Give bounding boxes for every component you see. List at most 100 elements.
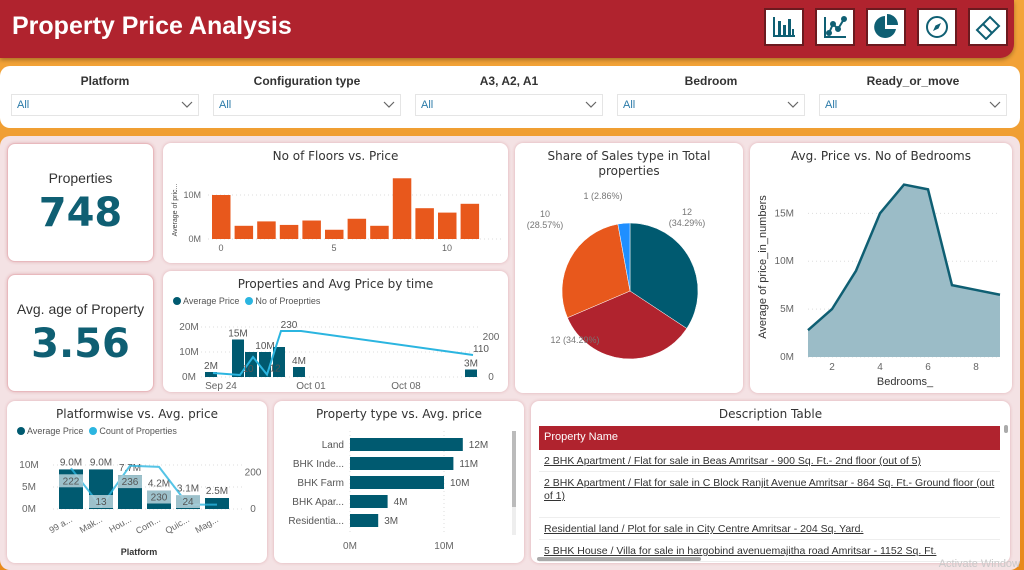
table-row-link[interactable]: 5 BHK House / Villa for sale in hargobin… bbox=[539, 540, 1000, 562]
table-row-link[interactable]: 2 BHK Apartment / Flat for sale in Beas … bbox=[539, 450, 1000, 472]
sales-type-pie: 12 (34.29%)12 (34.29%)10 (28.57%)1 (2.86%) bbox=[527, 191, 706, 360]
pie-chart-card: Share of Sales type in Total properties … bbox=[515, 143, 743, 393]
legend-item[interactable]: Average Price bbox=[17, 426, 83, 436]
data-label: 15M bbox=[228, 329, 247, 340]
data-label: 12 bbox=[269, 364, 281, 375]
x-tick-label: 6 bbox=[925, 362, 931, 373]
property-type-bar bbox=[350, 495, 388, 508]
platform-chart: 0M 5M 10M 0 200 9.0M 9.0M 7.7M 4.2M 3.1M 2.5M 222 13… bbox=[19, 457, 262, 557]
data-label: 2.5M bbox=[206, 486, 228, 497]
slicer-platform: Platform All bbox=[11, 66, 199, 116]
chevron-down-icon bbox=[383, 101, 395, 108]
slicer-label: Bedroom bbox=[684, 74, 738, 88]
x-tick-label: 10 bbox=[442, 243, 452, 253]
table-body: 2 BHK Apartment / Flat for sale in Beas … bbox=[531, 450, 1010, 562]
bedrooms-chart-card: Avg. Price vs. No of Bedrooms Average of… bbox=[750, 143, 1012, 393]
y-tick-label: Land bbox=[322, 440, 344, 451]
floors-chart: Average of pric... 0M 10M 0 5 10 bbox=[172, 178, 503, 253]
property-type-chart: 0M 10M Land 12M BHK Inde... 11M BHK Farm 10M BHK… bbox=[288, 431, 516, 552]
horizontal-scrollbar[interactable] bbox=[537, 557, 701, 561]
kpi-avg-age-card: Avg. age of Property 3.56 bbox=[7, 274, 154, 392]
slicer-ready-or-move: Ready_or_move All bbox=[819, 66, 1007, 116]
x-tick-label: Hou... bbox=[107, 514, 133, 535]
nav-bar-chart-button[interactable] bbox=[764, 8, 804, 46]
vertical-scrollbar[interactable] bbox=[1004, 425, 1008, 433]
pie-label-percent: (34.29%) bbox=[669, 218, 706, 228]
time-chart: 0M 10M 20M 0 200 2M 15M 10M 4M 3M 10 12 230 110 Sep 24… bbox=[179, 320, 500, 391]
y-tick-label: 10M bbox=[183, 190, 201, 200]
pie-label: 12 (34.29%) bbox=[669, 207, 706, 228]
nav-pie-chart-button[interactable] bbox=[866, 8, 906, 46]
data-label: 7.7M bbox=[119, 463, 141, 474]
floor-bar bbox=[325, 229, 344, 239]
pie-chart-icon bbox=[874, 14, 898, 38]
chart-title: Property type vs. Avg. price bbox=[316, 407, 482, 421]
kpi-label: Properties bbox=[48, 170, 113, 186]
table-header-property-name[interactable]: Property Name bbox=[539, 426, 1000, 450]
scrollbar-thumb[interactable] bbox=[512, 431, 516, 507]
x-tick-label: 99 a... bbox=[47, 514, 74, 535]
kpi-value: 3.56 bbox=[31, 321, 130, 367]
x-tick-label: 5 bbox=[331, 243, 336, 253]
data-label: 236 bbox=[122, 477, 139, 488]
price-bar bbox=[273, 347, 285, 377]
y-tick-label: 5M bbox=[780, 304, 794, 315]
data-label-bg bbox=[59, 474, 83, 488]
time-chart-card: Properties and Avg Price by time Average… bbox=[163, 271, 508, 392]
table-title: Description Table bbox=[718, 407, 823, 421]
price-bar bbox=[232, 339, 244, 377]
data-label: 9.0M bbox=[90, 457, 112, 468]
y-tick-label: BHK Farm bbox=[297, 478, 344, 489]
floor-bar bbox=[347, 218, 367, 239]
data-label: 2M bbox=[204, 361, 218, 372]
floor-bar bbox=[392, 178, 412, 239]
legend-item[interactable]: No of Proeprties bbox=[245, 296, 320, 306]
y-tick-label-right: 200 bbox=[483, 332, 500, 343]
slicer-a3-a2-a1: A3, A2, A1 All bbox=[415, 66, 603, 116]
nav-line-chart-button[interactable] bbox=[815, 8, 855, 46]
table-row-link[interactable]: 2 BHK Apartment / Flat for sale in C Blo… bbox=[539, 472, 1000, 518]
legend-item[interactable]: Average Price bbox=[173, 296, 239, 306]
nav-eraser-button[interactable] bbox=[968, 8, 1008, 46]
chart-title: Share of Sales type in Total properties bbox=[547, 149, 711, 178]
legend-item[interactable]: Count of Properties bbox=[89, 426, 177, 436]
nav-compass-button[interactable] bbox=[917, 8, 957, 46]
x-axis-title: Bedrooms_ bbox=[877, 376, 934, 388]
dashboard-canvas: Properties 748 Avg. age of Property 3.56… bbox=[0, 136, 1020, 570]
slicer-dropdown[interactable]: All bbox=[11, 94, 199, 116]
slicer-label: A3, A2, A1 bbox=[479, 74, 539, 88]
y-tick-label: 20M bbox=[179, 322, 198, 333]
chart-title: No of Floors vs. Price bbox=[272, 149, 399, 163]
pie-slice bbox=[561, 223, 631, 319]
y-tick-label-right: 0 bbox=[250, 504, 256, 515]
description-table-card: Description Table Property Name 2 BHK Ap… bbox=[531, 401, 1010, 563]
data-label: 4M bbox=[292, 356, 306, 367]
price-bar bbox=[465, 369, 477, 377]
y-axis-title: Average of price_in_numbers bbox=[757, 195, 769, 339]
table-row-link[interactable]: Residential land / Plot for sale in City… bbox=[539, 518, 1000, 540]
y-tick-label: 0M bbox=[22, 504, 36, 515]
y-tick-label-right: 0 bbox=[488, 372, 494, 383]
slicer-dropdown[interactable]: All bbox=[213, 94, 401, 116]
slicer-dropdown[interactable]: All bbox=[617, 94, 805, 116]
x-tick-label: 0M bbox=[343, 541, 357, 552]
data-label-bg bbox=[89, 495, 113, 508]
x-tick-label: 0 bbox=[218, 243, 223, 253]
area-fill bbox=[808, 184, 1000, 357]
x-tick-label: 4 bbox=[877, 362, 883, 373]
kpi-label: Avg. age of Property bbox=[16, 301, 145, 317]
y-tick-label: 15M bbox=[775, 208, 794, 219]
y-tick-label: 10M bbox=[775, 256, 794, 267]
platform-chart-card: Platformwise vs. Avg. price Average Pric… bbox=[7, 401, 267, 563]
data-label-bg bbox=[147, 490, 171, 504]
data-label: 13 bbox=[95, 497, 107, 508]
pie-slice bbox=[567, 290, 688, 360]
property-type-chart-card: Property type vs. Avg. price 0M 10M Land 12… bbox=[274, 401, 524, 563]
price-bar bbox=[293, 367, 305, 377]
x-tick-label: 2 bbox=[829, 362, 835, 373]
property-type-bar bbox=[350, 457, 454, 470]
floor-bar bbox=[257, 221, 276, 239]
slicer-dropdown[interactable]: All bbox=[415, 94, 603, 116]
eraser-icon bbox=[975, 15, 1001, 40]
slicer-dropdown[interactable]: All bbox=[819, 94, 1007, 116]
